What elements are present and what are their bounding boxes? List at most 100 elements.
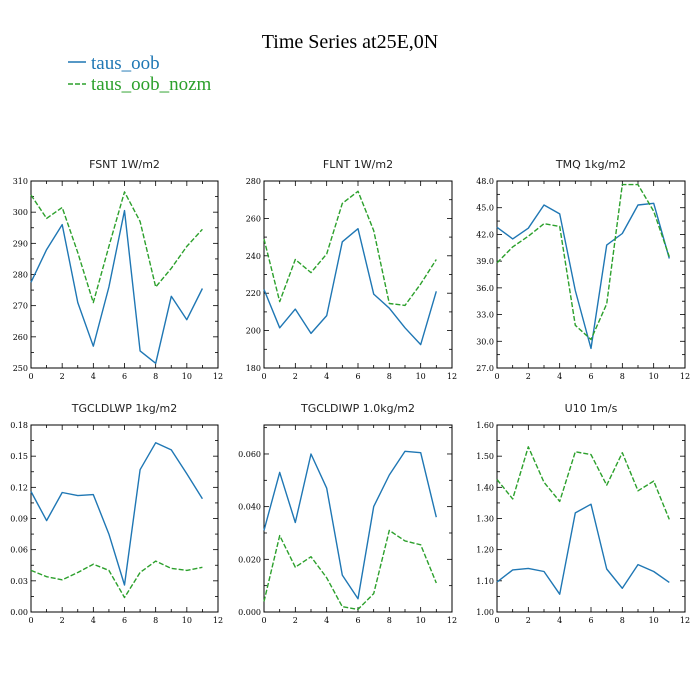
x-tick-label-tgcldlwp: 6 [122, 616, 127, 625]
panel-grid: FSNT 1W/m20 2 4 6 8 10 12250260270280290300310… [10, 158, 690, 625]
x-tick-label-fsnt: 8 [153, 372, 158, 381]
panel-title-flnt: FLNT 1W/m2 [323, 158, 393, 171]
y-tick-label-flnt: 260 [246, 214, 261, 223]
series-line-taus-oob-nozm-tgcldlwp [30, 560, 203, 599]
y-tick-label-fsnt: 300 [13, 208, 28, 217]
series-line-taus-oob-tmq [496, 202, 670, 350]
y-tick-label-tmq: 39.0 [476, 257, 494, 266]
y-tick-label-u10: 1.60 [476, 421, 494, 430]
x-tick-label-flnt: 12 [447, 372, 457, 381]
x-tick-label-tgcldiwp: 6 [355, 616, 360, 625]
x-tick-label-tgcldiwp: 2 [293, 616, 298, 625]
x-tick-label-tmq: 8 [620, 372, 625, 381]
y-tick-label-tgcldlwp: 0.18 [10, 421, 28, 430]
y-tick-label-tgcldlwp: 0.03 [10, 577, 28, 586]
series-line-taus-oob-flnt [263, 227, 437, 346]
x-tick-label-tmq: 2 [526, 372, 531, 381]
plot-frame-tgcldiwp [263, 424, 453, 613]
x-tick-label-fsnt: 6 [122, 372, 127, 381]
y-tick-label-tmq: 33.0 [476, 311, 494, 320]
y-tick-label-tmq: 45.0 [476, 204, 494, 213]
x-tick-label-u10: 8 [620, 616, 625, 625]
x-tick-label-tgcldiwp: 10 [416, 616, 426, 625]
y-tick-label-flnt: 240 [246, 252, 261, 261]
x-tick-label-u10: 4 [557, 616, 562, 625]
y-tick-label-fsnt: 290 [13, 239, 28, 248]
x-tick-label-u10: 12 [680, 616, 690, 625]
y-tick-label-tgcldiwp: 0.040 [238, 503, 261, 512]
series-line-taus-oob-fsnt [30, 209, 204, 364]
y-tick-label-tgcldiwp: 0.020 [238, 555, 261, 564]
y-tick-label-tmq: 42.0 [476, 230, 494, 239]
x-tick-label-tgcldiwp: 12 [447, 616, 457, 625]
figure-title: Time Series at25E,0N [262, 31, 438, 53]
x-tick-label-tgcldlwp: 2 [60, 616, 65, 625]
y-tick-label-fsnt: 250 [13, 364, 28, 373]
y-tick-label-tmq: 27.0 [476, 364, 494, 373]
x-tick-label-fsnt: 0 [28, 372, 33, 381]
x-tick-label-u10: 0 [494, 616, 499, 625]
panel-title-tgcldlwp: TGCLDLWP 1kg/m2 [71, 402, 177, 415]
y-tick-label-tmq: 48.0 [476, 177, 494, 186]
x-tick-label-flnt: 0 [261, 372, 266, 381]
y-tick-label-u10: 1.20 [476, 546, 494, 555]
x-tick-label-tgcldlwp: 4 [91, 616, 96, 625]
x-tick-label-u10: 6 [588, 616, 593, 625]
series-line-taus-oob-tgcldlwp [30, 442, 203, 586]
x-tick-label-flnt: 2 [293, 372, 298, 381]
legend-label-taus-oob-nozm: taus_oob_nozm [91, 74, 212, 95]
x-tick-label-tgcldiwp: 8 [387, 616, 392, 625]
x-tick-label-flnt: 6 [355, 372, 360, 381]
y-tick-label-u10: 1.30 [476, 515, 494, 524]
y-tick-label-fsnt: 260 [13, 333, 28, 342]
x-tick-label-u10: 2 [526, 616, 531, 625]
x-tick-label-fsnt: 2 [60, 372, 65, 381]
series-line-taus-oob-nozm-u10 [496, 446, 670, 520]
panel-u10: U10 1m/s 0 2 4 6 8 10 12 1.00 1.10 1.20 1.30 1.40 1.5… [476, 402, 690, 625]
y-tick-label-u10: 1.00 [476, 608, 494, 617]
y-tick-label-tgcldlwp: 0.00 [10, 608, 28, 617]
y-tick-label-tgcldlwp: 0.15 [10, 452, 28, 461]
series-line-taus-oob-nozm-tmq [496, 183, 670, 341]
legend-label-taus-oob: taus_oob [91, 53, 160, 74]
panel-title-u10: U10 1m/s [565, 402, 618, 415]
y-tick-label-flnt: 200 [246, 327, 261, 336]
series-line-taus-oob-nozm-tgcldiwp [263, 529, 437, 611]
y-tick-label-tgcldiwp: 0.000 [238, 608, 261, 617]
x-tick-label-tgcldlwp: 0 [28, 616, 33, 625]
series-line-taus-oob-u10 [496, 503, 670, 595]
y-tick-label-tgcldiwp: 0.060 [238, 450, 261, 459]
y-tick-label-tmq: 30.0 [476, 337, 494, 346]
y-tick-label-fsnt: 280 [13, 271, 28, 280]
panel-tmq: TMQ 1kg/m2 0 2 4 6 8 10 12 27.0 30.0 33.0 36.0 39.0 4… [476, 158, 690, 381]
panel-tgcldiwp: TGCLDIWP 1.0kg/m2 0 2 4 6 8 10 12 0.000 0.020 0.04… [238, 402, 457, 625]
x-tick-label-tmq: 6 [588, 372, 593, 381]
y-tick-label-u10: 1.50 [476, 452, 494, 461]
y-tick-label-tgcldlwp: 0.12 [10, 483, 28, 492]
panel-title-tmq: TMQ 1kg/m2 [555, 158, 626, 171]
y-tick-label-tmq: 36.0 [476, 284, 494, 293]
x-tick-label-tmq: 0 [494, 372, 499, 381]
y-tick-label-u10: 1.10 [476, 577, 494, 586]
x-tick-label-tgcldlwp: 12 [213, 616, 223, 625]
series-line-taus-oob-nozm-fsnt [30, 191, 203, 304]
y-tick-label-tgcldlwp: 0.06 [10, 546, 28, 555]
x-tick-label-flnt: 4 [324, 372, 329, 381]
plot-frame-flnt [263, 180, 453, 369]
y-tick-label-fsnt: 310 [13, 177, 28, 186]
y-tick-label-fsnt: 270 [13, 302, 28, 311]
y-tick-label-flnt: 280 [246, 177, 261, 186]
y-tick-label-flnt: 180 [246, 364, 261, 373]
x-tick-label-tmq: 12 [680, 372, 690, 381]
x-tick-label-tgcldlwp: 10 [182, 616, 192, 625]
panel-flnt: FLNT 1W/m2 0 2 4 6 8 10 12 180 200 220 240 260 280 [246, 158, 457, 381]
x-tick-label-fsnt: 12 [213, 372, 223, 381]
x-tick-label-u10: 10 [649, 616, 659, 625]
x-tick-label-fsnt: 10 [182, 372, 192, 381]
x-tick-label-tmq: 4 [557, 372, 562, 381]
x-tick-label-tmq: 10 [649, 372, 659, 381]
y-tick-label-tgcldlwp: 0.09 [10, 515, 28, 524]
x-tick-label-fsnt: 4 [91, 372, 96, 381]
x-tick-label-flnt: 8 [387, 372, 392, 381]
